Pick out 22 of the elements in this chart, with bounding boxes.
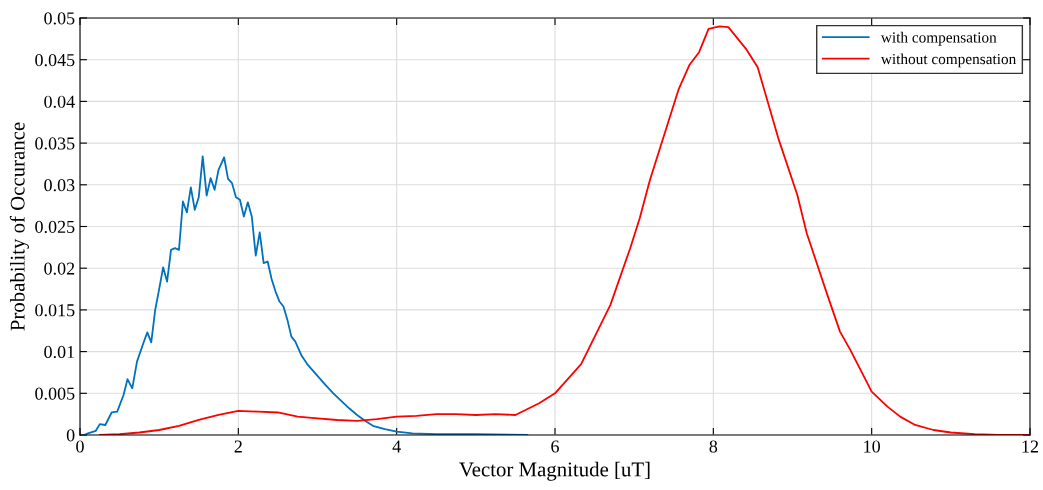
x-tick-label: 12 — [1022, 440, 1039, 453]
y-tick-label: 0.015 — [35, 304, 75, 317]
y-tick-label: 0.02 — [44, 262, 75, 275]
x-tick-label: 0 — [76, 440, 84, 453]
y-tick-label: 0.01 — [44, 345, 75, 359]
y-tick-label: 0 — [66, 429, 75, 442]
y-tick-label: 0.05 — [44, 12, 75, 25]
y-tick-label: 0.035 — [35, 137, 75, 150]
legend-label: with compensation — [880, 31, 997, 46]
y-tick-label: 0.04 — [44, 95, 75, 108]
x-tick-label: 4 — [392, 440, 401, 453]
legend-label: without compensation — [880, 53, 1017, 68]
x-tick-label: 6 — [551, 440, 559, 453]
y-tick-label: 0.005 — [35, 387, 75, 400]
x-tick-label: 2 — [234, 440, 242, 453]
y-tick-label: 0.045 — [35, 53, 75, 67]
x-axis-title: Vector Magnitude [uT] — [459, 461, 650, 481]
x-tick-label: 10 — [864, 440, 881, 453]
y-tick-label: 0.03 — [44, 179, 75, 192]
y-tick-label: 0.025 — [35, 220, 75, 234]
x-tick-label: 8 — [709, 440, 718, 453]
y-axis-title: Probability of Occurance — [9, 122, 29, 331]
